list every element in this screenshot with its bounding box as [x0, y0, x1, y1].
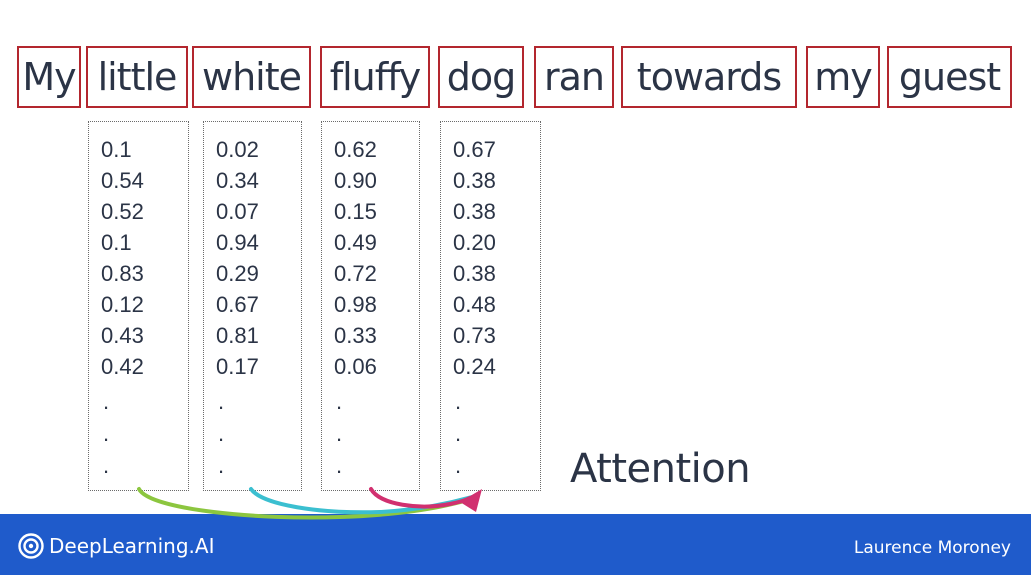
vector-value: 0.15 — [334, 199, 377, 224]
vector-value: 0.17 — [216, 354, 259, 379]
vector-value: 0.38 — [453, 168, 496, 193]
vector-value: 0.43 — [101, 323, 144, 348]
word-text: fluffy — [329, 55, 422, 99]
vector-value: 0.49 — [334, 230, 377, 255]
footer-bar: DeepLearning.AI Laurence Moroney — [0, 514, 1031, 575]
vector-value: 0.07 — [216, 199, 259, 224]
word-text: white — [202, 55, 302, 99]
word-text: guest — [898, 55, 1001, 99]
word-box-my-2: my — [806, 46, 880, 108]
vector-value: 0.1 — [101, 137, 132, 162]
embedding-vector-little: 0.02 0.34 0.07 0.94 0.29 0.67 0.81 0.17 … — [203, 121, 302, 491]
word-text: little — [97, 55, 178, 99]
word-box-my: My — [17, 46, 81, 108]
vector-value: 0.06 — [334, 354, 377, 379]
vector-value: 0.1 — [101, 230, 132, 255]
word-box-little: little — [86, 46, 188, 108]
ellipsis-dot: . — [336, 389, 343, 414]
vector-value: 0.33 — [334, 323, 377, 348]
vector-value: 0.81 — [216, 323, 259, 348]
attention-heading: Attention — [570, 446, 751, 492]
vector-value: 0.98 — [334, 292, 377, 317]
vector-value: 0.29 — [216, 261, 259, 286]
ellipsis-dot: . — [103, 421, 110, 446]
vector-value: 0.67 — [216, 292, 259, 317]
ellipsis-dot: . — [336, 421, 343, 446]
ellipsis-dot: . — [455, 453, 462, 478]
word-box-fluffy: fluffy — [320, 46, 430, 108]
vector-value: 0.38 — [453, 261, 496, 286]
ellipsis-dot: . — [455, 421, 462, 446]
brand: DeepLearning.AI — [18, 532, 214, 560]
ellipsis-dot: . — [103, 453, 110, 478]
embedding-vector-fluffy: 0.67 0.38 0.38 0.20 0.38 0.48 0.73 0.24 … — [440, 121, 541, 491]
vector-value: 0.62 — [334, 137, 377, 162]
word-text: towards — [636, 55, 782, 99]
vector-value: 0.83 — [101, 261, 144, 286]
deeplearning-logo-icon — [18, 533, 44, 559]
ellipsis-dot: . — [218, 453, 225, 478]
vector-value: 0.73 — [453, 323, 496, 348]
ellipsis-dot: . — [336, 453, 343, 478]
embedding-vector-my: 0.1 0.54 0.52 0.1 0.83 0.12 0.43 0.42 . … — [88, 121, 189, 491]
vector-value: 0.12 — [101, 292, 144, 317]
vector-value: 0.38 — [453, 199, 496, 224]
ellipsis-dot: . — [103, 389, 110, 414]
presenter-name: Laurence Moroney — [853, 538, 1011, 558]
vector-value: 0.94 — [216, 230, 259, 255]
vector-value: 0.34 — [216, 168, 259, 193]
word-box-white: white — [192, 46, 311, 108]
embedding-vector-white: 0.62 0.90 0.15 0.49 0.72 0.98 0.33 0.06 … — [321, 121, 420, 491]
word-box-guest: guest — [887, 46, 1012, 108]
word-box-ran: ran — [534, 46, 614, 108]
arrow-little-to-fluffy — [249, 487, 474, 515]
arrow-white-to-fluffy — [369, 487, 472, 509]
word-text: ran — [544, 55, 605, 99]
vector-value: 0.54 — [101, 168, 144, 193]
ellipsis-dot: . — [218, 389, 225, 414]
vector-value: 0.67 — [453, 137, 496, 162]
vector-value: 0.90 — [334, 168, 377, 193]
word-box-towards: towards — [621, 46, 797, 108]
vector-value: 0.52 — [101, 199, 144, 224]
word-box-dog: dog — [438, 46, 524, 108]
arrowhead-icon — [460, 489, 482, 512]
vector-value: 0.42 — [101, 354, 144, 379]
word-text: dog — [446, 55, 516, 99]
vector-value: 0.72 — [334, 261, 377, 286]
vector-value: 0.24 — [453, 354, 496, 379]
ellipsis-dot: . — [455, 389, 462, 414]
word-text: My — [22, 55, 76, 99]
word-text: my — [814, 55, 873, 99]
vector-value: 0.48 — [453, 292, 496, 317]
ellipsis-dot: . — [218, 421, 225, 446]
brand-name: DeepLearning.AI — [49, 534, 215, 558]
vector-value: 0.02 — [216, 137, 259, 162]
vector-value: 0.20 — [453, 230, 496, 255]
